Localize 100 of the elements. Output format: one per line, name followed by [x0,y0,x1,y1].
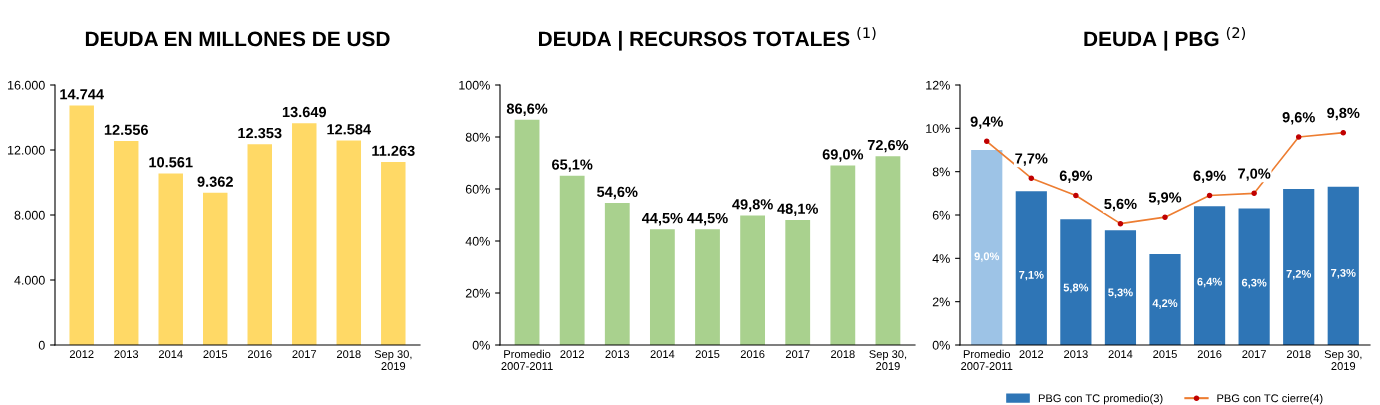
bar [971,150,1003,345]
bar [247,144,272,345]
data-label: 11.263 [372,145,415,156]
x-tick-label: 2018 [336,350,361,359]
y-tick-label: 0 [38,340,45,350]
y-tick-label: 60% [465,184,490,194]
data-label: 5,8% [1063,283,1089,294]
data-label: 7,7% [1015,153,1048,166]
x-tick-label: 2016 [247,350,272,359]
bar [695,229,720,345]
bar [1327,186,1359,345]
x-tick-label: 2015 [203,350,228,359]
data-label: 9,6% [1282,112,1315,125]
x-tick-label: 2013 [1064,350,1088,359]
x-tick-label: Promedio 2007-2011 [501,349,553,370]
data-label: 9,8% [1327,107,1360,121]
x-tick-label: 2014 [158,350,183,359]
x-tick-label: 2015 [695,350,720,359]
data-label: 7,0% [1238,168,1271,181]
y-tick-label: 8% [932,167,950,177]
data-label: 5,9% [1148,192,1182,205]
y-tick-label: 4.000 [14,275,45,285]
bar [292,123,317,345]
x-tick-label: Sep 30, 2019 [869,350,907,370]
y-tick-label: 4% [932,254,950,263]
bar [649,229,675,345]
data-label: 86,6% [506,103,548,116]
y-tick-label: 40% [465,236,490,246]
bar [69,105,94,345]
bar [113,140,139,345]
y-tick-label: 80% [465,132,490,142]
x-tick-label: 2012 [1019,350,1044,359]
x-tick-label: 2012 [560,350,584,359]
data-label: 6,4% [1197,277,1222,288]
bar [559,175,585,345]
data-label: 49,8% [732,199,773,212]
data-label: 72,6% [867,139,909,153]
x-tick-label: Sep 30, 2019 [374,350,412,370]
data-label: 65,1% [552,159,593,172]
data-label: 4,2% [1152,299,1178,309]
data-label: 7,1% [1019,270,1044,281]
bar [1104,230,1137,345]
y-tick-label: 10% [926,124,950,133]
data-label: 13.649 [282,106,327,118]
data-label: 6,9% [1193,170,1226,184]
x-tick-label: 2013 [605,350,630,359]
y-tick-label: 20% [465,288,490,298]
bar [203,192,228,345]
x-tick-label: 2013 [114,350,139,359]
bar [604,203,630,345]
data-label: 9,4% [970,116,1003,129]
bar [1283,189,1315,345]
data-label: 5,6% [1104,198,1137,212]
bar [875,156,901,345]
bar [785,219,811,345]
bar [1015,191,1047,345]
data-label: 6,3% [1241,278,1267,289]
data-label: 10.561 [149,157,193,168]
y-tick-label: 0% [932,340,950,350]
data-label: 9.362 [197,176,233,187]
data-label: 14.744 [60,89,104,100]
data-label: 7,2% [1286,269,1312,280]
bar [830,165,856,345]
y-tick-label: 12.000 [8,145,45,155]
bar [158,173,183,345]
x-tick-label: Promedio 2007-2011 [961,349,1013,370]
y-tick-label: 2% [932,297,950,307]
data-label: 12.353 [238,127,282,139]
data-label: 69,0% [822,149,864,162]
y-tick-label: 100% [459,80,490,90]
x-tick-label: 2014 [650,350,675,359]
legend-label: PBG con TC cierre(4) [1217,394,1323,405]
x-tick-label: 2012 [69,350,94,359]
chart-title: DEUDA | PBG $^{(2)}$ [1084,26,1246,51]
data-label: 6,9% [1059,170,1093,184]
data-label: 44,5% [641,213,683,226]
x-tick-label: 2016 [740,350,765,359]
x-tick-label: 2017 [1242,350,1266,359]
y-tick-label: 8.000 [14,210,45,220]
x-tick-label: 2017 [785,350,810,359]
bar [1149,254,1181,345]
chart-title: DEUDA | RECURSOS TOTALES $^{(1)}$ [539,26,876,51]
y-tick-label: 0% [472,340,490,350]
bar [740,215,766,345]
y-tick-label: 12% [926,80,950,90]
legend-label: PBG con TC promedio(3) [1038,394,1163,405]
bar [1060,219,1092,345]
x-tick-label: 2014 [1108,350,1133,359]
x-tick-label: 2016 [1197,350,1222,359]
bar [381,161,406,345]
y-tick-label: 16.000 [8,80,45,90]
x-tick-label: Sep 30, 2019 [1324,350,1362,370]
x-tick-label: 2017 [292,350,317,359]
data-label: 54,6% [597,186,638,200]
y-tick-label: 6% [932,210,950,220]
data-label: 12.584 [327,124,372,135]
bar [1238,208,1270,345]
x-tick-label: 2018 [831,350,855,359]
chart-title: DEUDA EN MILLONES DE USD [85,31,390,47]
data-label: 7,3% [1331,268,1356,279]
